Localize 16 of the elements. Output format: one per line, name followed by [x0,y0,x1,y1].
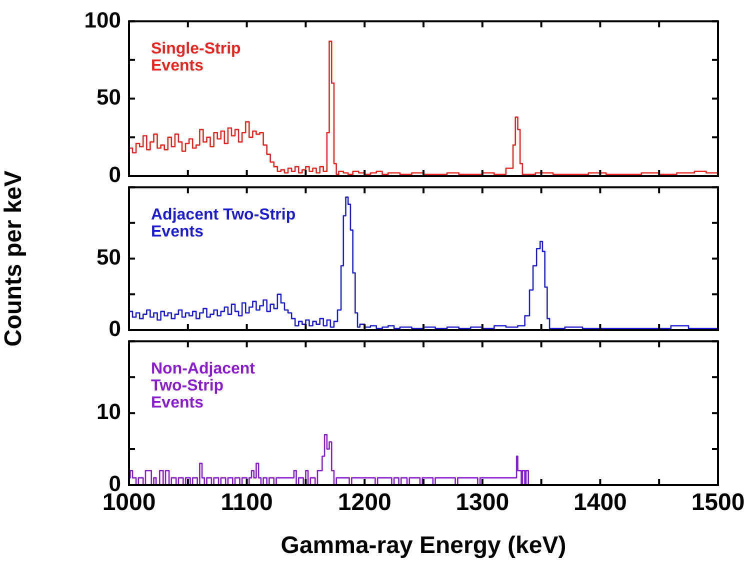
x-tick-label: 1400 [574,489,627,516]
x-tick-label: 1300 [456,489,510,516]
x-tick-label: 1500 [691,489,745,516]
y-tick-label: 100 [84,7,121,32]
y-tick-label: 0 [108,162,121,188]
x-tick-label: 1200 [338,489,392,516]
y-tick-label: 10 [96,399,121,424]
text: Non-Adjacent Two-Strip Events [151,360,256,412]
text: Single-Strip Events [151,40,242,75]
y-tick-label: 50 [96,84,121,110]
text: Adjacent Two-Strip Events [151,206,296,241]
y-axis-title: Counts per keV [0,170,28,347]
x-axis-title: Gamma-ray Energy (keV) [280,532,566,560]
y-tick-label: 50 [96,244,121,270]
y-tick-label: 0 [108,316,121,342]
x-tick-label: 1100 [220,489,273,516]
